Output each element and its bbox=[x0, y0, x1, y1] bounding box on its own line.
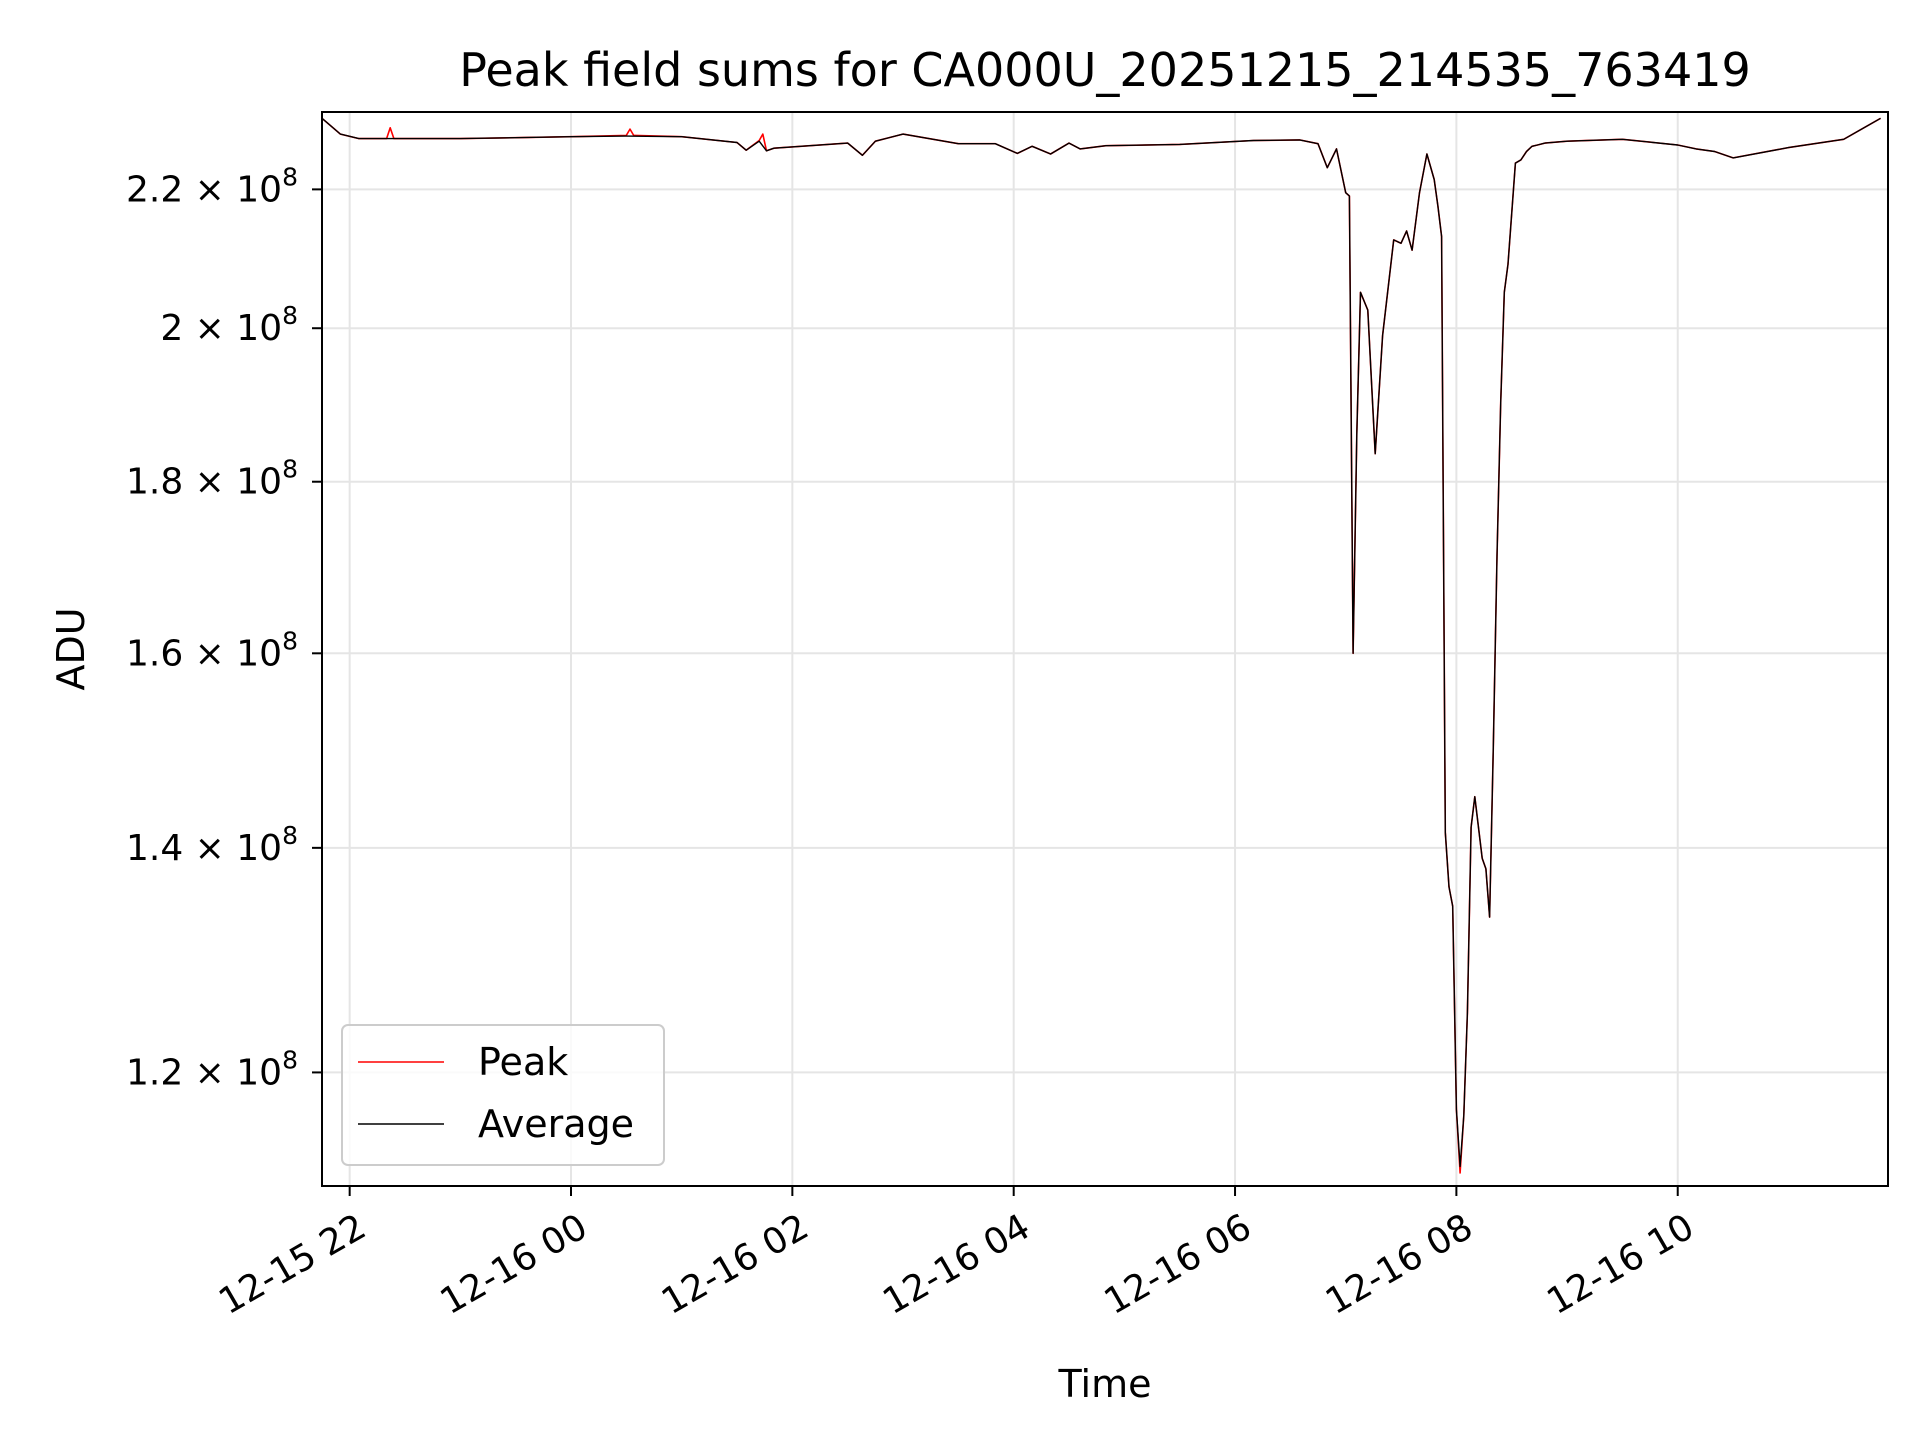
y-tick-label: 2 × 108 bbox=[160, 301, 298, 349]
legend: Peak Average bbox=[341, 1024, 665, 1166]
legend-label-average: Average bbox=[478, 1102, 634, 1146]
y-tick-label: 1.8 × 108 bbox=[126, 455, 298, 503]
y-axis-ticks: 1.2 × 108 1.4 × 108 1.6 × 108 1.8 × 108 2 × … bbox=[126, 162, 322, 1093]
grid bbox=[322, 112, 1888, 1186]
y-tick-label: 1.2 × 108 bbox=[126, 1045, 298, 1093]
y-tick-label: 1.6 × 108 bbox=[126, 626, 298, 674]
axes-frame bbox=[321, 111, 1889, 1187]
legend-box bbox=[341, 1024, 665, 1166]
plot-area bbox=[322, 117, 1881, 1174]
legend-label-peak: Peak bbox=[478, 1040, 568, 1084]
series-line-average bbox=[322, 117, 1881, 1168]
y-axis-label: ADU bbox=[49, 607, 93, 690]
x-axis-label: Time bbox=[1058, 1362, 1152, 1406]
y-tick-label: 2.2 × 108 bbox=[126, 162, 298, 210]
y-tick-label: 1.4 × 108 bbox=[126, 821, 298, 869]
series-layer bbox=[322, 117, 1881, 1174]
chart-title: Peak field sums for CA000U_20251215_2145… bbox=[459, 43, 1751, 97]
